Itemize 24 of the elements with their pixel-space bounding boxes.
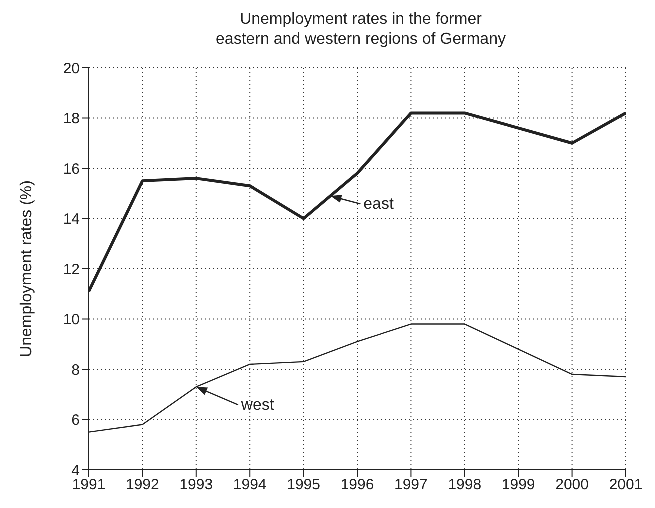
legend-label: east: [364, 196, 394, 214]
x-tick-label: 2001: [609, 476, 643, 494]
x-tick-label: 1991: [72, 476, 106, 494]
x-tick-label: 1995: [287, 476, 320, 494]
x-tick-label: 1997: [394, 476, 428, 494]
y-axis-title: Unemployment rates (%): [18, 180, 36, 358]
x-tick-label: 1993: [180, 476, 214, 494]
y-tick-label: 20: [63, 60, 80, 78]
y-tick-label: 10: [63, 312, 80, 329]
y-tick-label: 8: [72, 362, 80, 379]
y-tick-label: 18: [63, 110, 80, 128]
x-tick-label: 1994: [233, 476, 267, 494]
y-tick-label: 14: [63, 211, 80, 228]
x-tick-label: 1999: [502, 476, 536, 494]
x-tick-label: 1998: [448, 476, 482, 494]
legend-label: west: [240, 397, 275, 414]
x-tick-label: 1996: [340, 476, 374, 494]
x-tick-label: 2000: [556, 476, 589, 494]
y-tick-label: 16: [63, 160, 80, 178]
y-tick-label: 4: [72, 462, 80, 480]
y-tick-label: 6: [72, 412, 80, 430]
chart-title: Unemployment rates in the former eastern and western regions of Germany: [215, 10, 507, 50]
y-tick-label: 12: [63, 261, 80, 278]
x-tick-label: 1992: [126, 476, 160, 494]
